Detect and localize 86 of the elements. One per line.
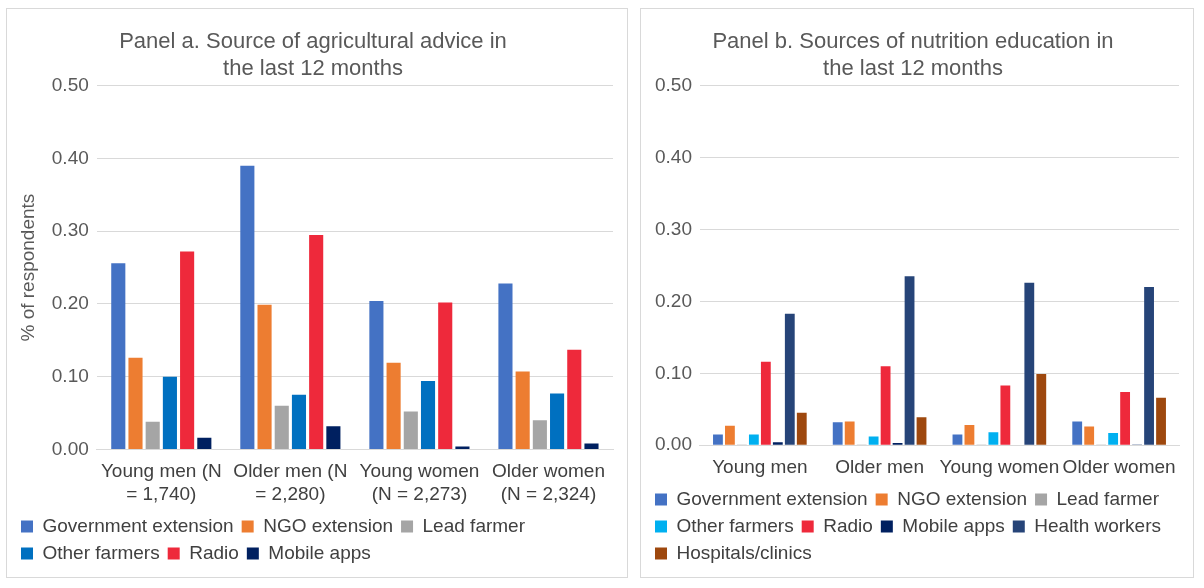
- x-tick-label: Older men: [835, 455, 924, 477]
- legend-label: Government extension: [676, 487, 868, 509]
- x-tick-label: Young men (N = 1,740): [100, 460, 222, 504]
- chart-title: Panel a. Source of agricultural advice in the last 12 months: [119, 28, 507, 80]
- bar: [386, 362, 401, 449]
- bar: [326, 426, 341, 449]
- bar: [1120, 392, 1131, 445]
- y-tick-label: 0.50: [655, 74, 692, 96]
- x-tick-label: Young women: [939, 455, 1060, 477]
- bar: [584, 443, 599, 449]
- y-tick-label: 0.30: [655, 217, 692, 239]
- bar: [916, 417, 927, 445]
- x-tick-label: Older women (N = 2,324): [491, 460, 605, 504]
- y-tick-label: 0.40: [51, 146, 89, 168]
- bar: [1000, 385, 1011, 445]
- bar: [309, 234, 324, 449]
- bar: [455, 446, 470, 449]
- legend-label: Lead farmer: [1056, 487, 1160, 509]
- x-tick-label: Older women: [1062, 455, 1176, 477]
- bar: [844, 421, 855, 445]
- y-tick-label: 0.00: [51, 437, 89, 459]
- bar: [964, 425, 975, 445]
- bar: [1156, 397, 1166, 445]
- bar: [1024, 282, 1035, 445]
- legend-label: Radio: [189, 541, 239, 563]
- y-tick-label: 0.10: [51, 364, 89, 386]
- bar: [240, 165, 255, 449]
- bar: [532, 420, 547, 449]
- x-tick-label: Young men: [712, 455, 808, 477]
- legend-label: NGO extension: [897, 487, 1028, 509]
- legend-label: Hospitals/clinics: [676, 541, 812, 563]
- y-tick-label: 0.00: [655, 433, 692, 455]
- bar: [748, 434, 759, 445]
- bar: [550, 393, 565, 449]
- bar: [128, 357, 143, 449]
- bar: [1084, 426, 1095, 445]
- y-tick-label: 0.20: [51, 292, 89, 314]
- bar: [498, 283, 513, 449]
- bar: [162, 376, 177, 449]
- bar: [796, 412, 807, 445]
- legend-label: Health workers: [1034, 514, 1161, 536]
- bar: [868, 436, 879, 445]
- bar: [952, 434, 963, 445]
- bar: [257, 304, 272, 449]
- bar: [515, 371, 530, 449]
- bar: [1144, 287, 1154, 445]
- bar: [145, 421, 160, 449]
- bar: [567, 349, 582, 449]
- bar: [197, 437, 212, 449]
- bar: [1108, 432, 1119, 445]
- bar: [988, 432, 999, 445]
- legend-label: Government extension: [42, 514, 234, 536]
- bar: [904, 276, 915, 445]
- bar: [784, 313, 795, 445]
- bar: [274, 405, 289, 449]
- y-tick-label: 0.30: [51, 219, 89, 241]
- bar: [725, 425, 735, 445]
- bar: [1072, 421, 1083, 445]
- y-tick-label: 0.40: [655, 145, 692, 167]
- bar: [438, 302, 453, 449]
- bar: [111, 263, 126, 449]
- x-tick-label: Young women (N = 2,273): [359, 460, 480, 504]
- bar: [772, 442, 783, 445]
- legend-label: Lead farmer: [422, 514, 526, 536]
- bar: [180, 251, 195, 449]
- legend-label: NGO extension: [263, 514, 394, 536]
- legend-label: Mobile apps: [902, 514, 1005, 536]
- chart-title: Panel b. Sources of nutrition education in the last 12 months: [712, 28, 1114, 80]
- bar: [880, 366, 891, 445]
- bar: [291, 394, 307, 449]
- y-tick-label: 0.10: [655, 361, 692, 383]
- bar: [760, 361, 771, 445]
- legend-label: Other farmers: [42, 541, 160, 563]
- x-tick-label: Older men (N = 2,280): [233, 460, 348, 504]
- legend-label: Other farmers: [676, 514, 794, 536]
- bar: [1036, 374, 1047, 445]
- legend-label: Radio: [823, 514, 873, 536]
- bar: [713, 434, 723, 445]
- y-axis-title: % of respondents: [16, 193, 38, 342]
- bar: [832, 422, 843, 445]
- bar: [369, 301, 384, 449]
- y-tick-label: 0.50: [51, 74, 89, 96]
- bar: [420, 381, 436, 449]
- legend-label: Mobile apps: [268, 541, 371, 563]
- bar: [403, 411, 418, 449]
- y-tick-label: 0.20: [655, 289, 692, 311]
